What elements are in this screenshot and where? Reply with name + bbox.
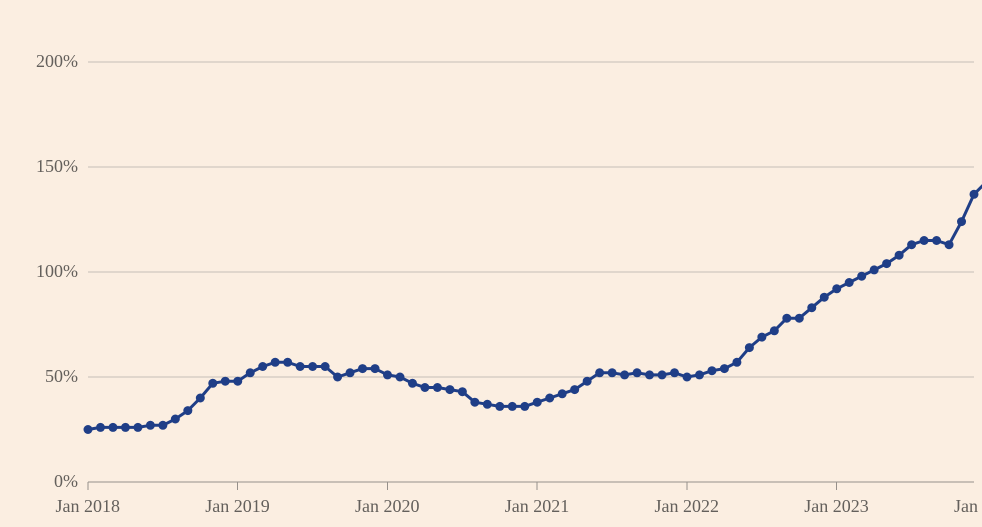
chart-container: 0% 50% 100% 150% 200% Jan 2018 Jan 2019 Jan 202…	[0, 0, 982, 527]
y-axis-label: 100%	[36, 261, 78, 282]
y-axis-label: 0%	[54, 471, 78, 492]
x-axis-label: Jan 2019	[205, 496, 270, 517]
x-axis-label: Jan 2020	[355, 496, 420, 517]
y-axis-label: 50%	[45, 366, 78, 387]
x-axis-label: Jan 2021	[505, 496, 570, 517]
x-axis-label: Jan 2018	[56, 496, 121, 517]
y-axis-label: 150%	[36, 156, 78, 177]
x-axis-label: Jan 2023	[804, 496, 869, 517]
line-chart	[0, 0, 982, 527]
x-axis-label: Jan 2024	[954, 496, 982, 517]
y-axis-label: 200%	[36, 51, 78, 72]
x-axis-label: Jan 2022	[654, 496, 719, 517]
